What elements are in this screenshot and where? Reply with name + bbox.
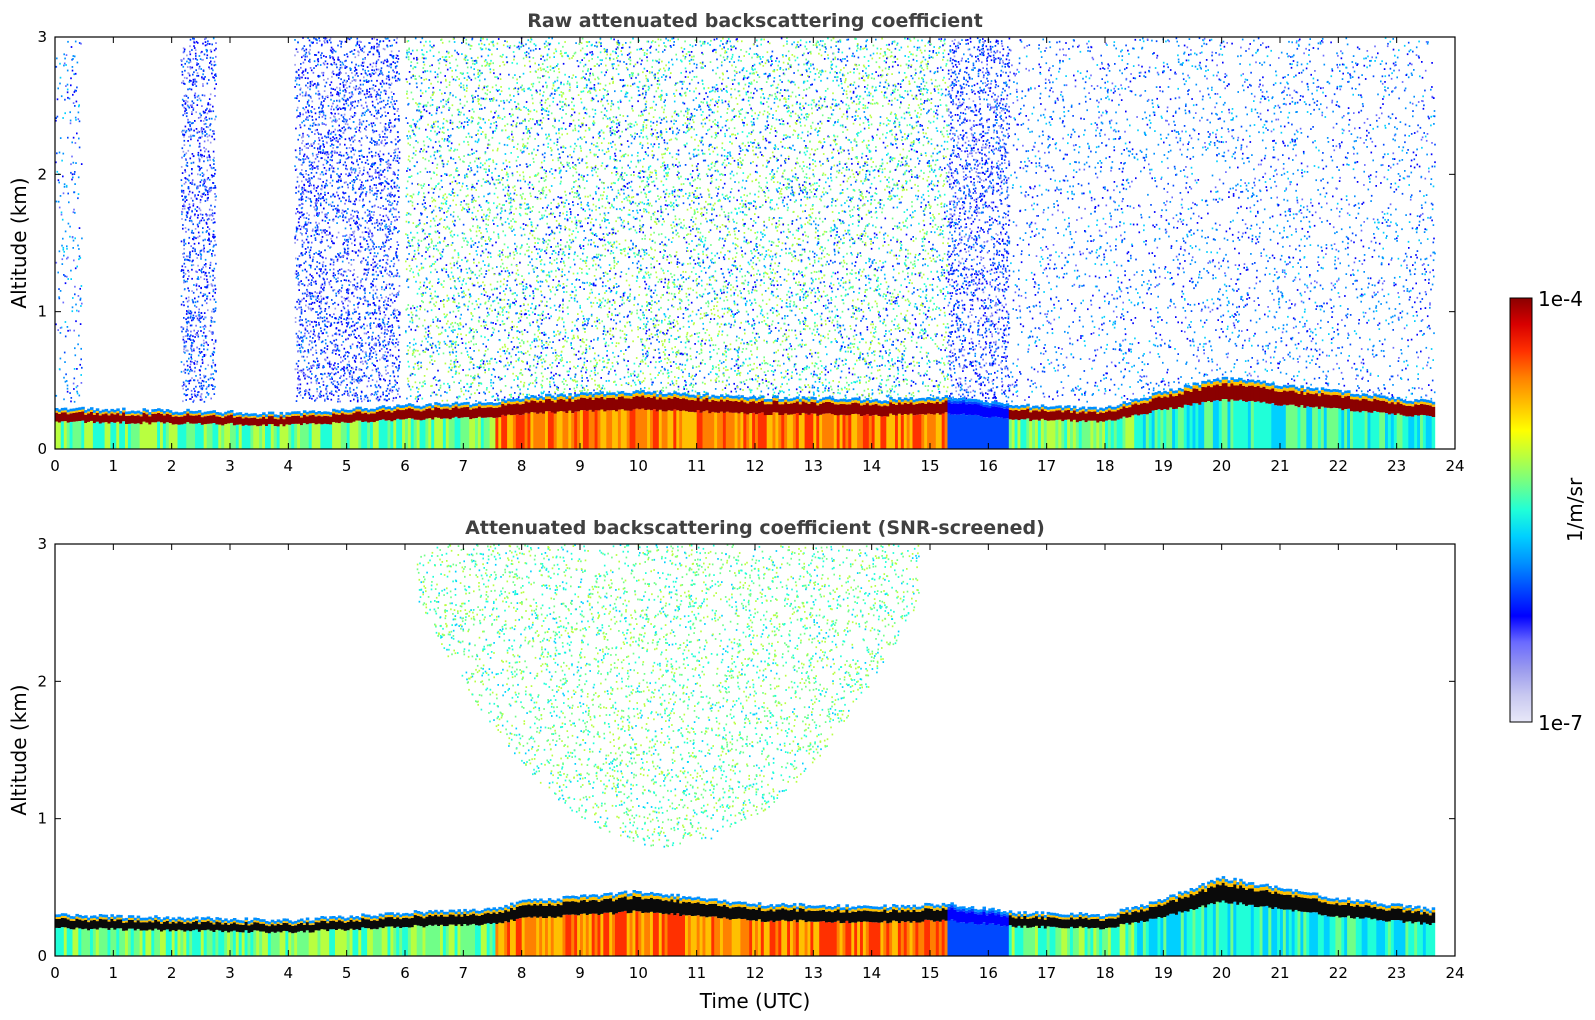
x-tick-label: 9 [575, 964, 585, 982]
x-tick-label: 0 [50, 964, 60, 982]
top-plot-area [55, 37, 1436, 449]
x-tick-label: 19 [1154, 964, 1173, 982]
x-tick-label: 12 [745, 457, 764, 475]
top-axes: 0 1 2 3 4 5 6 7 8 9 10 11 12 13 14 15 16 17 18 19 20 21 22 23 24… [37, 28, 1464, 475]
colorbar-label: 1/m/sr [1563, 477, 1587, 542]
bottom-x-axis-label: Time (UTC) [699, 989, 811, 1013]
x-tick-label: 10 [629, 457, 648, 475]
bottom-axes: 0 1 2 3 4 5 6 7 8 9 10 11 12 13 14 15 16 17 18 19 20 21 22 23 24… [37, 535, 1464, 982]
x-tick-label: 7 [459, 964, 469, 982]
x-tick-label: 18 [1095, 964, 1114, 982]
noise-speckles [416, 544, 920, 848]
x-tick-label: 22 [1329, 964, 1348, 982]
x-tick-label: 2 [167, 457, 177, 475]
x-tick-label: 3 [225, 457, 235, 475]
x-tick-label: 8 [517, 457, 527, 475]
x-tick-label: 4 [284, 457, 294, 475]
bottom-plot-area [55, 544, 1436, 956]
x-tick-label: 16 [979, 964, 998, 982]
x-tick-label: 11 [687, 457, 706, 475]
x-tick-label: 11 [687, 964, 706, 982]
y-tick-label: 0 [37, 947, 47, 965]
x-tick-label: 19 [1154, 457, 1173, 475]
bottom-chart-title: Attenuated backscattering coefficient (S… [465, 517, 1045, 539]
boundary-layer [55, 876, 1436, 956]
boundary-layer [55, 376, 1436, 449]
x-tick-label: 7 [459, 457, 469, 475]
x-tick-label: 4 [284, 964, 294, 982]
x-tick-label: 14 [862, 964, 881, 982]
x-tick-label: 21 [1270, 964, 1289, 982]
x-tick-label: 20 [1212, 457, 1231, 475]
x-tick-label: 12 [745, 964, 764, 982]
x-tick-label: 21 [1270, 457, 1289, 475]
colorbar [1509, 297, 1533, 723]
x-tick-label: 8 [517, 964, 527, 982]
x-tick-label: 18 [1095, 457, 1114, 475]
x-tick-label: 5 [342, 964, 352, 982]
y-tick-label: 1 [37, 810, 47, 828]
x-tick-label: 3 [225, 964, 235, 982]
x-tick-label: 16 [979, 457, 998, 475]
y-tick-label: 2 [37, 672, 47, 690]
noise-speckles [55, 37, 1436, 403]
x-tick-label: 15 [920, 964, 939, 982]
x-tick-label: 24 [1445, 457, 1464, 475]
top-chart-title: Raw attenuated backscattering coefficien… [527, 10, 983, 32]
y-tick-label: 0 [37, 440, 47, 458]
x-tick-label: 5 [342, 457, 352, 475]
y-tick-label: 3 [37, 535, 47, 553]
y-tick-label: 3 [37, 28, 47, 46]
x-tick-label: 2 [167, 964, 177, 982]
x-tick-label: 24 [1445, 964, 1464, 982]
y-tick-label: 1 [37, 303, 47, 321]
x-tick-label: 17 [1037, 964, 1056, 982]
x-tick-label: 23 [1387, 964, 1406, 982]
bottom-y-axis-label: Altitude (km) [7, 684, 31, 815]
x-tick-label: 6 [400, 457, 410, 475]
x-tick-label: 13 [804, 457, 823, 475]
x-tick-label: 23 [1387, 457, 1406, 475]
x-tick-label: 22 [1329, 457, 1348, 475]
colorbar-min-label: 1e-7 [1538, 711, 1583, 735]
x-tick-label: 1 [109, 964, 119, 982]
x-tick-label: 20 [1212, 964, 1231, 982]
y-tick-label: 2 [37, 165, 47, 183]
top-y-axis-label: Altitude (km) [7, 177, 31, 308]
x-tick-label: 17 [1037, 457, 1056, 475]
x-tick-label: 1 [109, 457, 119, 475]
x-tick-label: 9 [575, 457, 585, 475]
x-tick-label: 10 [629, 964, 648, 982]
x-tick-label: 0 [50, 457, 60, 475]
x-tick-label: 13 [804, 964, 823, 982]
x-tick-label: 15 [920, 457, 939, 475]
colorbar-max-label: 1e-4 [1538, 287, 1583, 311]
x-tick-label: 14 [862, 457, 881, 475]
x-tick-label: 6 [400, 964, 410, 982]
